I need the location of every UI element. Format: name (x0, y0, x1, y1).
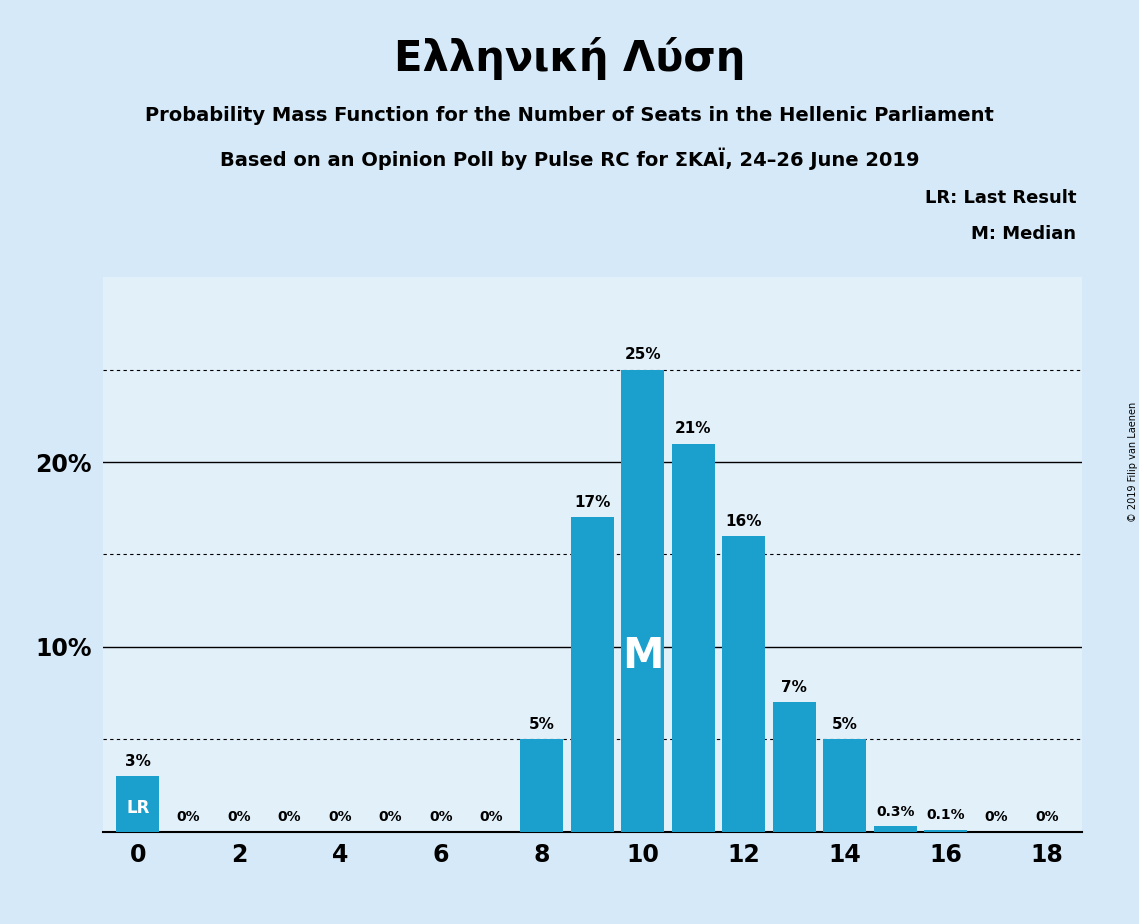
Bar (621, 370, 664, 832)
Bar (571, 517, 614, 832)
Text: 0%: 0% (480, 810, 503, 824)
Text: M: Median: M: Median (972, 225, 1076, 242)
Bar (874, 826, 917, 832)
Text: 0%: 0% (1035, 810, 1058, 824)
Text: 7%: 7% (781, 680, 808, 695)
Bar (672, 444, 715, 832)
Text: 0%: 0% (278, 810, 301, 824)
Bar (116, 776, 159, 832)
Text: 0.1%: 0.1% (926, 808, 965, 822)
Text: 0%: 0% (378, 810, 402, 824)
Text: 0%: 0% (984, 810, 1008, 824)
Text: 3%: 3% (125, 754, 150, 769)
Text: 17%: 17% (574, 495, 611, 510)
Text: Probability Mass Function for the Number of Seats in the Hellenic Parliament: Probability Mass Function for the Number… (145, 106, 994, 126)
Text: 0%: 0% (177, 810, 200, 824)
Text: LR: LR (126, 799, 149, 818)
Bar (521, 739, 564, 832)
Text: 21%: 21% (675, 421, 712, 436)
Text: 0%: 0% (227, 810, 251, 824)
Bar (823, 739, 866, 832)
Text: 16%: 16% (726, 514, 762, 529)
Text: 0%: 0% (328, 810, 352, 824)
Text: 0.3%: 0.3% (876, 805, 915, 819)
Text: © 2019 Filip van Laenen: © 2019 Filip van Laenen (1129, 402, 1138, 522)
Text: 5%: 5% (831, 717, 858, 732)
Text: LR: Last Result: LR: Last Result (925, 189, 1076, 207)
Text: M: M (622, 635, 664, 677)
Bar (924, 830, 967, 832)
Bar (772, 702, 816, 832)
Bar (722, 536, 765, 832)
Text: Ελληνική Λύση: Ελληνική Λύση (394, 37, 745, 80)
Text: 0%: 0% (429, 810, 452, 824)
Text: 25%: 25% (624, 347, 661, 362)
Text: 5%: 5% (528, 717, 555, 732)
Text: Based on an Opinion Poll by Pulse RC for ΣΚΑΪ, 24–26 June 2019: Based on an Opinion Poll by Pulse RC for… (220, 148, 919, 170)
